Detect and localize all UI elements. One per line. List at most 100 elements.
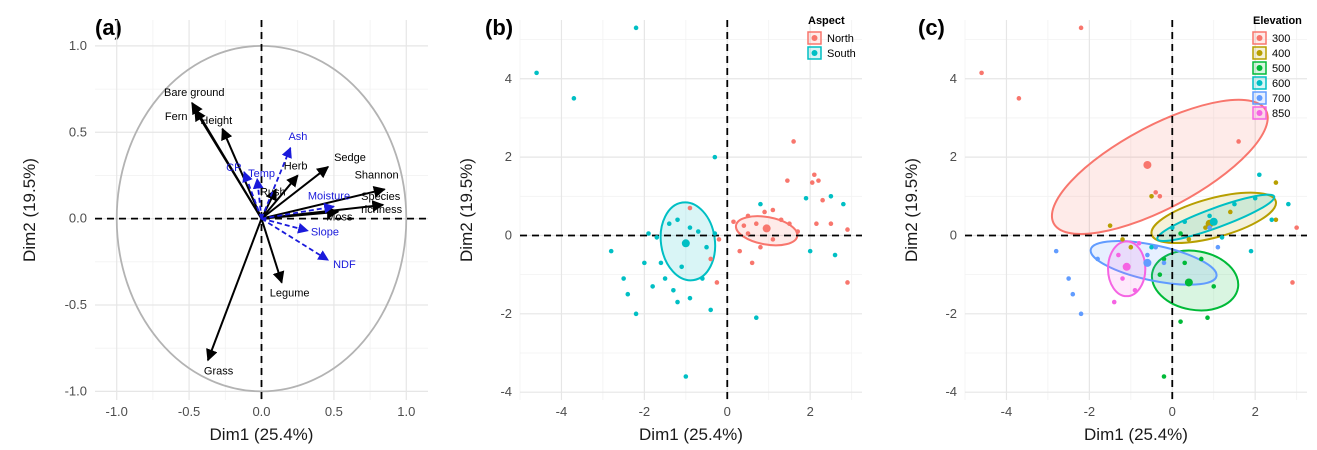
vector-label: Slope: [311, 227, 339, 239]
y-tick-label: -2: [500, 306, 512, 321]
data-point: [749, 260, 755, 266]
data-point: [1153, 244, 1158, 250]
data-point: [658, 260, 664, 266]
x-tick-label: -1.0: [106, 404, 128, 419]
vector-arrow: [261, 202, 335, 220]
group-mean-point: [1122, 262, 1131, 271]
data-point: [1078, 25, 1084, 31]
x-tick-label: 0: [1169, 404, 1176, 419]
data-point: [1128, 244, 1134, 250]
data-point: [712, 154, 718, 160]
data-point: [646, 231, 651, 236]
y-axis-label: Dim2 (19.5%): [457, 158, 476, 262]
data-point: [1205, 315, 1210, 321]
y-tick-label: -2: [945, 306, 957, 321]
legend-label: 850: [1272, 108, 1290, 120]
legend-key-dot: [1256, 50, 1263, 56]
panel-a-variable-biplot: (a) -1.0 -0.5 0.0 0.5 1.0 -1.0 -0.5 0.0 0.5 1.0 Dim…: [20, 15, 428, 444]
data-point: [745, 231, 751, 236]
data-point: [666, 221, 672, 227]
data-point: [716, 237, 722, 242]
vector-arrow: [260, 174, 299, 220]
data-point: [1169, 225, 1175, 230]
data-point: [571, 96, 577, 101]
group-mean-point: [762, 224, 771, 233]
legend: Elevation 300 400 500 600 700 850: [1252, 15, 1302, 120]
y-tick-label: -4: [500, 384, 512, 399]
data-point: [1161, 256, 1167, 262]
data-point: [1120, 276, 1125, 281]
data-point: [700, 276, 705, 281]
panel-label: (a): [95, 15, 122, 40]
data-point: [1178, 231, 1183, 236]
data-point: [809, 180, 815, 185]
confidence-ellipse: [1150, 249, 1240, 312]
y-tick-label: 1.0: [69, 38, 87, 53]
data-point: [820, 197, 825, 203]
data-point: [1269, 217, 1275, 223]
data-point: [770, 207, 776, 213]
x-tick-label: -4: [556, 404, 568, 419]
x-axis-label: Dim1 (25.4%): [210, 425, 314, 444]
data-point: [778, 217, 784, 223]
data-point: [1257, 172, 1262, 178]
legend-label: 600: [1272, 78, 1290, 90]
vector-label: Species richness: [361, 191, 402, 216]
data-point: [1207, 225, 1212, 230]
legend-label: South: [827, 48, 856, 60]
group-mean-point: [681, 239, 690, 248]
data-point: [1273, 180, 1279, 185]
x-tick-label: -4: [1001, 404, 1013, 419]
data-point: [731, 219, 736, 225]
legend-key-dot: [1256, 65, 1263, 71]
y-tick-label: 4: [950, 71, 957, 86]
group-mean-point: [1143, 160, 1152, 169]
legend-key-dot: [1256, 110, 1263, 116]
data-point: [1198, 256, 1204, 262]
y-tick-label: 0.5: [69, 124, 87, 139]
data-point: [712, 231, 718, 236]
vector-label: Moisture: [308, 191, 350, 203]
data-point: [791, 139, 796, 144]
data-point: [534, 70, 539, 76]
data-point: [675, 299, 680, 305]
data-point: [758, 244, 763, 250]
group-mean-point: [1143, 258, 1152, 267]
legend-title: Elevation: [1253, 15, 1302, 27]
data-point: [753, 315, 759, 321]
x-tick-label: 0.5: [325, 404, 343, 419]
data-point: [758, 201, 763, 207]
y-axis-label: Dim2 (19.5%): [902, 158, 921, 262]
vector-label: Grass: [204, 365, 234, 377]
x-tick-label: -2: [639, 404, 651, 419]
legend-key-dot: [1256, 35, 1263, 41]
vector-label: Moss: [326, 212, 353, 224]
data-point: [1078, 311, 1084, 317]
data-point: [1053, 248, 1059, 254]
data-point: [650, 284, 655, 289]
data-point: [708, 256, 713, 262]
data-point: [1116, 252, 1121, 258]
legend-title: Aspect: [808, 15, 845, 27]
vector-arrow: [242, 170, 263, 219]
data-point: [1228, 209, 1233, 215]
data-point: [812, 172, 817, 178]
vector-arrow: [260, 218, 285, 284]
data-point: [695, 229, 701, 234]
data-point: [1182, 219, 1188, 225]
data-point: [803, 195, 809, 201]
data-point: [1066, 276, 1071, 281]
data-point: [1070, 291, 1076, 297]
data-point: [642, 260, 647, 266]
data-point: [795, 229, 801, 234]
data-point: [737, 248, 743, 254]
y-tick-label: 0: [505, 227, 512, 242]
legend-key-dot: [1256, 80, 1263, 86]
data-point: [1153, 190, 1158, 195]
legend-key-dot: [811, 35, 818, 41]
vector-arrow: [260, 146, 292, 219]
data-point: [1157, 193, 1163, 199]
data-point: [1232, 201, 1237, 207]
group-mean-point: [1184, 278, 1193, 287]
